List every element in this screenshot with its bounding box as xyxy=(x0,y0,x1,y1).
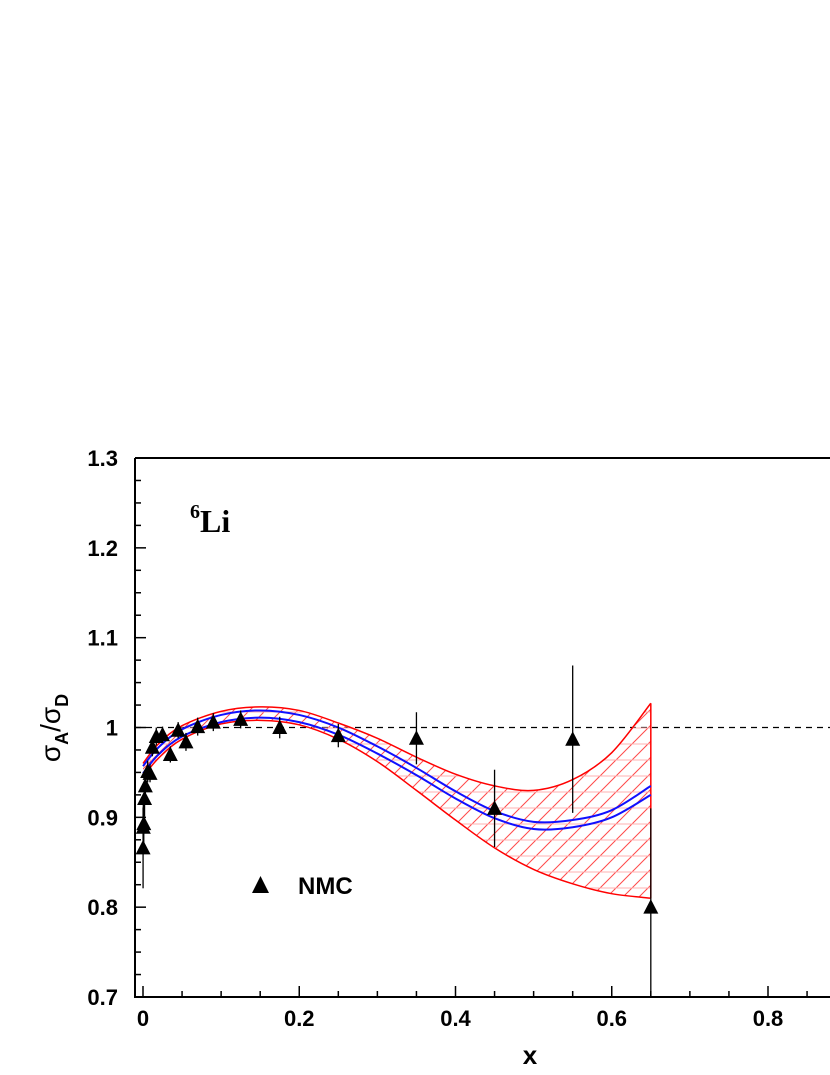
triangle-marker-icon xyxy=(565,731,581,746)
data-point xyxy=(330,723,346,748)
triangle-marker-icon xyxy=(136,815,152,831)
data-point xyxy=(142,764,158,783)
x-tick-label: 0.6 xyxy=(596,1006,627,1031)
data-point xyxy=(136,801,152,847)
uncertainty-band-fill xyxy=(143,703,651,899)
triangle-marker-icon xyxy=(155,726,171,742)
y-axis-tick-labels: 0.7 0.8 0.9 1 1.1 1.2 1.3 xyxy=(87,446,118,1010)
data-point xyxy=(272,716,288,739)
data-point xyxy=(162,746,178,763)
uncertainty-band-upper-edge xyxy=(142,702,652,792)
y-title-numerator: σ xyxy=(35,745,66,762)
data-point xyxy=(643,808,659,997)
data-point xyxy=(565,665,581,813)
triangle-marker-icon xyxy=(162,746,178,761)
legend: NMC xyxy=(252,873,353,900)
y-tick-label: 1.2 xyxy=(87,536,118,561)
x-tick-label: 0.2 xyxy=(284,1006,315,1031)
data-point xyxy=(205,713,221,732)
triangle-marker-icon xyxy=(408,730,424,745)
triangle-marker-icon xyxy=(330,727,346,743)
y-tick-label: 1.1 xyxy=(87,626,118,651)
legend-triangle-marker-icon xyxy=(252,876,269,893)
data-point xyxy=(487,769,503,847)
triangle-marker-icon xyxy=(205,714,221,729)
triangle-marker-icon xyxy=(190,718,206,734)
triangle-marker-icon xyxy=(643,899,659,914)
data-point xyxy=(178,732,194,751)
data-point xyxy=(233,710,249,729)
triangle-marker-icon xyxy=(170,722,186,737)
nucleus-label: 6Li xyxy=(190,501,230,539)
y-axis-title: σA/σD xyxy=(35,694,72,762)
data-point xyxy=(170,722,186,739)
y-tick-label: 1 xyxy=(106,716,118,741)
x-axis-title: x xyxy=(523,1040,538,1070)
triangle-marker-icon xyxy=(142,765,158,780)
element-symbol: Li xyxy=(200,503,230,539)
x-axis-tick-labels: 0 0.2 0.4 0.6 0.8 xyxy=(137,1006,783,1031)
legend-label-nmc: NMC xyxy=(298,873,353,900)
x-axis-ticks xyxy=(142,986,808,997)
data-point xyxy=(408,712,424,765)
y-title-slash: / xyxy=(35,724,66,732)
y-tick-label: 0.8 xyxy=(87,895,118,920)
plot-frame xyxy=(134,457,830,998)
data-point xyxy=(155,726,171,743)
data-point xyxy=(190,717,206,736)
triangle-marker-icon xyxy=(137,777,153,793)
y-title-denominator-sub: D xyxy=(52,694,72,707)
y-tick-label: 0.7 xyxy=(87,985,118,1010)
mass-number: 6 xyxy=(190,501,200,523)
x-tick-label: 0 xyxy=(137,1006,149,1031)
triangle-marker-icon xyxy=(178,733,194,749)
triangle-marker-icon xyxy=(487,800,503,815)
fit-band-upper-line xyxy=(142,709,652,824)
y-title-numerator-sub: A xyxy=(52,732,72,745)
y-title-denominator: σ xyxy=(35,707,66,724)
x-tick-label: 0.4 xyxy=(440,1006,471,1031)
nmc-data-points xyxy=(135,665,659,997)
triangle-marker-icon xyxy=(272,719,288,735)
triangle-marker-icon xyxy=(144,739,160,754)
y-tick-label: 0.9 xyxy=(87,805,118,830)
svg-text:σA/σD: σA/σD xyxy=(35,694,72,762)
triangle-marker-icon xyxy=(233,711,249,726)
uncertainty-band-lower-edge xyxy=(142,719,651,899)
triangle-marker-icon xyxy=(137,790,153,805)
y-tick-label: 1.3 xyxy=(87,446,118,471)
x-tick-label: 0.8 xyxy=(753,1006,784,1031)
